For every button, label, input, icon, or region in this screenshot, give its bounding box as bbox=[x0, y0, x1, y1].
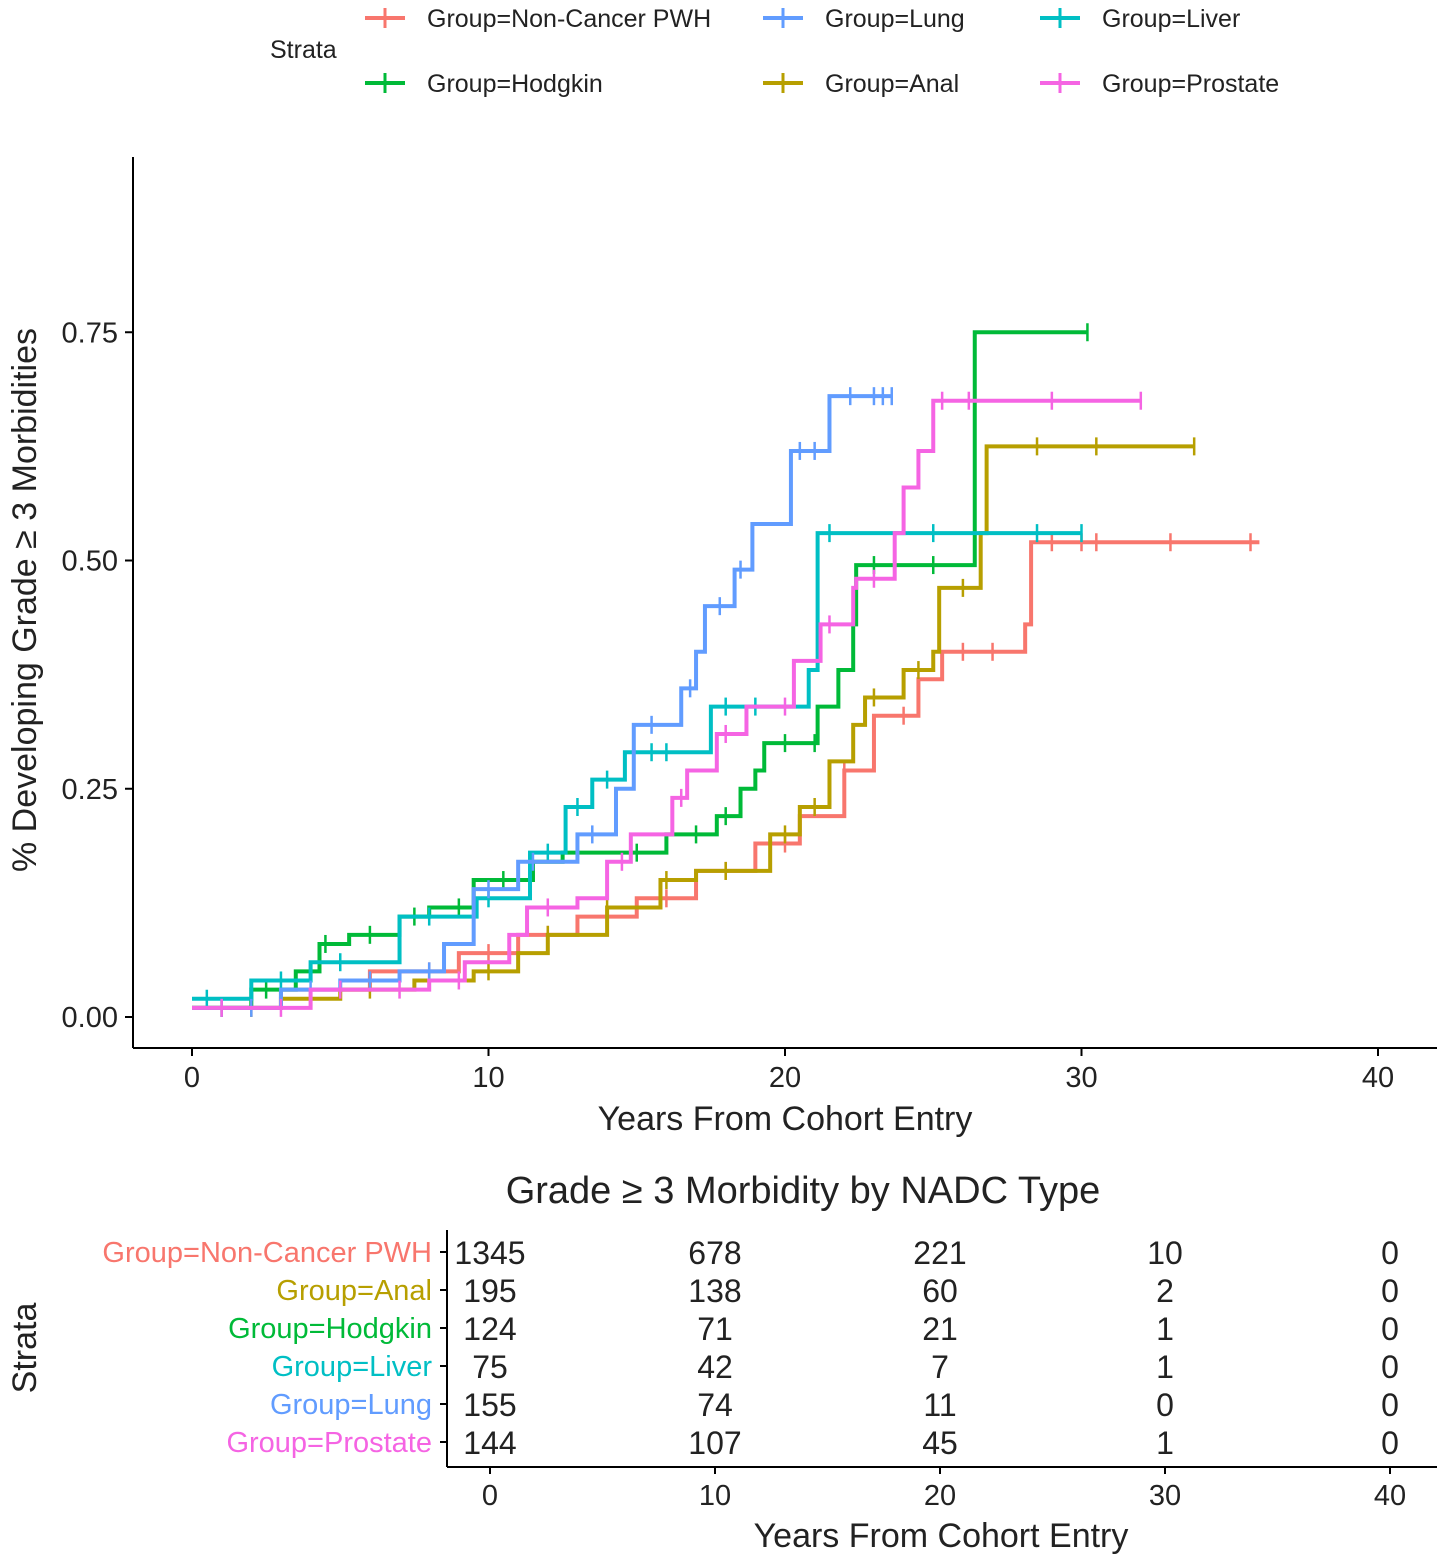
km-curve-3 bbox=[192, 531, 1082, 1001]
at-risk-count: 155 bbox=[463, 1387, 516, 1423]
strata-label: Group=Non-Cancer PWH bbox=[102, 1237, 432, 1269]
risk-table-y-label: Strata bbox=[6, 1303, 44, 1394]
at-risk-count: 1 bbox=[1156, 1311, 1174, 1347]
plot-area: 0 10 20 30 40 0.00 0.25 0.50 0.75 Years From Coh… bbox=[6, 157, 1437, 1138]
km-curve-2 bbox=[192, 330, 1088, 1010]
table-x-tick-label: 40 bbox=[1374, 1480, 1406, 1512]
km-curve-1 bbox=[192, 444, 1195, 1010]
at-risk-count: 0 bbox=[1381, 1273, 1399, 1309]
y-tick-label: 0.50 bbox=[62, 546, 118, 578]
y-tick-label: 0.00 bbox=[62, 1002, 118, 1034]
at-risk-count: 144 bbox=[463, 1425, 516, 1461]
at-risk-count: 195 bbox=[463, 1273, 516, 1309]
strata-label: Group=Anal bbox=[276, 1275, 432, 1307]
x-tick-label: 30 bbox=[1065, 1062, 1097, 1094]
at-risk-count: 2 bbox=[1156, 1273, 1174, 1309]
x-tick-label: 0 bbox=[184, 1062, 200, 1094]
x-tick-label: 40 bbox=[1362, 1062, 1394, 1094]
y-tick-label: 0.75 bbox=[62, 317, 118, 349]
at-risk-count: 678 bbox=[688, 1235, 741, 1271]
risk-table: Grade ≥ 3 Morbidity by NADC Type Strata … bbox=[6, 1170, 1437, 1555]
strata-label: Group=Prostate bbox=[226, 1427, 432, 1459]
at-risk-count: 138 bbox=[688, 1273, 741, 1309]
table-x-tick-label: 20 bbox=[924, 1480, 956, 1512]
legend-label: Group=Liver bbox=[1102, 5, 1240, 33]
at-risk-count: 0 bbox=[1381, 1387, 1399, 1423]
at-risk-count: 1 bbox=[1156, 1349, 1174, 1385]
legend-label: Group=Hodgkin bbox=[427, 70, 603, 98]
risk-table-title: Grade ≥ 3 Morbidity by NADC Type bbox=[506, 1170, 1101, 1212]
at-risk-count: 0 bbox=[1381, 1311, 1399, 1347]
at-risk-count: 0 bbox=[1381, 1425, 1399, 1461]
strata-label: Group=Hodgkin bbox=[228, 1313, 432, 1345]
km-curve-0 bbox=[192, 540, 1260, 1010]
at-risk-count: 74 bbox=[697, 1387, 733, 1423]
legend-title: Strata bbox=[270, 36, 337, 64]
y-tick-label: 0.25 bbox=[62, 774, 118, 806]
legend-label: Group=Lung bbox=[825, 5, 965, 33]
at-risk-count: 1345 bbox=[454, 1235, 525, 1271]
at-risk-count: 0 bbox=[1381, 1349, 1399, 1385]
x-axis-label: Years From Cohort Entry bbox=[598, 1100, 973, 1138]
x-tick-label: 20 bbox=[769, 1062, 801, 1094]
at-risk-count: 10 bbox=[1147, 1235, 1183, 1271]
legend-label: Group=Prostate bbox=[1102, 70, 1279, 98]
table-x-tick-label: 10 bbox=[699, 1480, 731, 1512]
at-risk-count: 221 bbox=[913, 1235, 966, 1271]
at-risk-count: 45 bbox=[922, 1425, 958, 1461]
risk-table-x-label: Years From Cohort Entry bbox=[754, 1517, 1129, 1555]
at-risk-count: 7 bbox=[931, 1349, 949, 1385]
legend-label: Group=Non-Cancer PWH bbox=[427, 5, 711, 33]
table-x-tick-label: 30 bbox=[1149, 1480, 1181, 1512]
at-risk-count: 75 bbox=[472, 1349, 508, 1385]
at-risk-count: 107 bbox=[688, 1425, 741, 1461]
at-risk-count: 1 bbox=[1156, 1425, 1174, 1461]
legend: Strata Group=Non-Cancer PWH Group=Anal Gro… bbox=[270, 5, 1279, 98]
at-risk-count: 0 bbox=[1156, 1387, 1174, 1423]
at-risk-count: 0 bbox=[1381, 1235, 1399, 1271]
at-risk-count: 60 bbox=[922, 1273, 958, 1309]
km-curve-5 bbox=[192, 398, 1141, 1010]
legend-label: Group=Anal bbox=[825, 70, 959, 98]
at-risk-count: 42 bbox=[697, 1349, 733, 1385]
strata-label: Group=Lung bbox=[270, 1389, 432, 1421]
at-risk-count: 71 bbox=[697, 1311, 733, 1347]
y-axis-label: % Developing Grade ≥ 3 Morbidities bbox=[6, 328, 44, 872]
strata-label: Group=Liver bbox=[272, 1351, 433, 1383]
at-risk-count: 11 bbox=[923, 1387, 956, 1423]
at-risk-count: 21 bbox=[922, 1311, 958, 1347]
table-x-tick-label: 0 bbox=[482, 1480, 498, 1512]
x-tick-label: 10 bbox=[472, 1062, 504, 1094]
km-curve-4 bbox=[192, 394, 892, 1010]
at-risk-count: 124 bbox=[463, 1311, 516, 1347]
